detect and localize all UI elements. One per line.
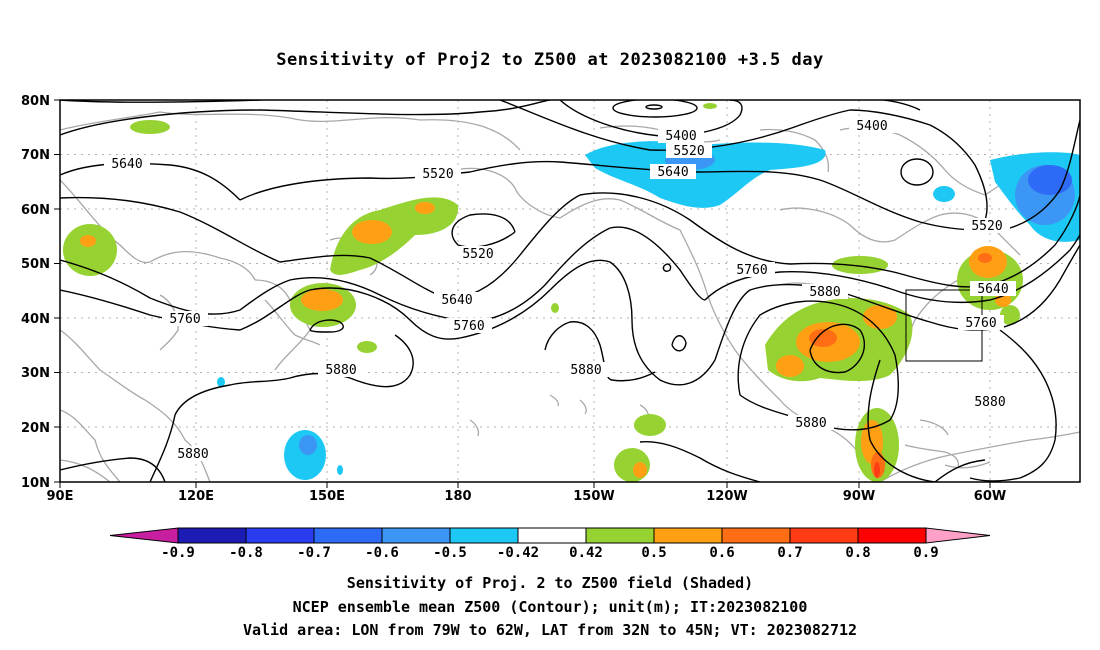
svg-text:5520: 5520: [971, 219, 1002, 234]
lat-tick-label: 20N: [21, 421, 50, 436]
colorbar-segment: [313, 527, 383, 544]
colorbar-segment: [245, 527, 315, 544]
lon-tick-label: 150W: [573, 489, 614, 504]
colorbar-label: -0.5: [433, 545, 467, 561]
contour-labels: 5400 5400 5520 5520 5520 5520 5640 5640 …: [104, 118, 1016, 462]
contour-label: 5880: [170, 446, 216, 462]
contour-label: 5760: [729, 262, 775, 278]
contour-label: 5400: [658, 128, 704, 144]
contour-label: 5760: [446, 318, 492, 334]
lon-tick-label: 150E: [309, 489, 345, 504]
colorbar-label: -0.42: [497, 545, 539, 561]
colorbar-label: -0.6: [365, 545, 399, 561]
contour-label: 5760: [162, 311, 208, 327]
map-title: Sensitivity of Proj2 to Z500 at 20230821…: [276, 50, 824, 70]
colorbar-segment: [789, 527, 859, 544]
colorbar-label: 0.42: [569, 545, 603, 561]
colorbar-label: 0.5: [641, 545, 666, 561]
colorbar: -0.9 -0.8 -0.7 -0.6 -0.5 -0.42 0.42 0.5 0.6 0.7 0.…: [109, 527, 991, 561]
lon-tick-label: 120E: [178, 489, 214, 504]
svg-text:5880: 5880: [809, 285, 840, 300]
colorbar-label: 0.8: [845, 545, 870, 561]
svg-text:5760: 5760: [169, 312, 200, 327]
lon-tick-label: 60W: [974, 489, 1006, 504]
contour-label: 5520: [415, 166, 461, 182]
svg-text:5640: 5640: [657, 165, 688, 180]
contour-label: 5880: [802, 284, 848, 300]
svg-text:5760: 5760: [736, 263, 767, 278]
lat-tick-label: 80N: [21, 94, 50, 109]
svg-text:5760: 5760: [965, 316, 996, 331]
contour-label: 5520: [455, 246, 501, 262]
contour-label: 5880: [788, 415, 834, 431]
colorbar-segment: [449, 527, 519, 544]
colorbar-low-extension: [109, 527, 179, 544]
colorbar-segment: [177, 527, 247, 544]
contour-label: 5640: [650, 164, 696, 180]
colorbar-high-extension: [925, 527, 991, 544]
latitude-axis: 80N 70N 60N 50N 40N 30N 20N 10N: [21, 94, 50, 491]
contour-label: 5880: [563, 362, 609, 378]
lon-tick-label: 180: [444, 489, 471, 504]
colorbar-label: -0.8: [229, 545, 263, 561]
colorbar-segment: [721, 527, 791, 544]
caption-line-3: Valid area: LON from 79W to 62W, LAT fro…: [242, 621, 858, 639]
lat-tick-label: 50N: [21, 257, 50, 272]
svg-text:5880: 5880: [177, 447, 208, 462]
svg-text:5880: 5880: [795, 416, 826, 431]
lat-tick-label: 60N: [21, 203, 50, 218]
contour-label: 5520: [964, 218, 1010, 234]
svg-text:5520: 5520: [673, 144, 704, 159]
lon-tick-label: 120W: [706, 489, 747, 504]
colorbar-segment: [381, 527, 451, 544]
lat-tick-label: 10N: [21, 476, 50, 491]
contour-label: 5640: [434, 292, 480, 308]
longitude-axis: 90E 120E 150E 180 150W 120W 90W 60W: [47, 489, 1007, 504]
colorbar-label: 0.7: [777, 545, 802, 561]
colorbar-label: -0.9: [161, 545, 195, 561]
colorbar-segment: [517, 527, 587, 544]
contour-label: 5760: [958, 315, 1004, 331]
svg-text:5880: 5880: [974, 395, 1005, 410]
svg-text:5760: 5760: [453, 319, 484, 334]
colorbar-label: -0.7: [297, 545, 331, 561]
colorbar-label: 0.6: [709, 545, 734, 561]
lat-tick-label: 40N: [21, 312, 50, 327]
contour-label: 5520: [666, 143, 712, 159]
contour-label: 5400: [849, 118, 895, 134]
colorbar-segment: [585, 527, 655, 544]
svg-text:5520: 5520: [462, 247, 493, 262]
plot-area: [60, 100, 1080, 482]
contour-label: 5640: [970, 281, 1016, 297]
svg-text:5640: 5640: [977, 282, 1008, 297]
positive-dark-orange: [809, 253, 992, 478]
contour-label: 5880: [318, 362, 364, 378]
z500-contours: [60, 100, 1080, 482]
lat-tick-label: 70N: [21, 148, 50, 163]
colorbar-label: 0.9: [913, 545, 938, 561]
caption-line-2: NCEP ensemble mean Z500 (Contour); unit(…: [292, 598, 808, 616]
lon-tick-label: 90W: [843, 489, 875, 504]
colorbar-segment: [653, 527, 723, 544]
contour-label: 5640: [104, 156, 150, 172]
positive-red: [874, 462, 880, 478]
svg-text:5640: 5640: [441, 293, 472, 308]
svg-text:5400: 5400: [856, 119, 887, 134]
svg-text:5640: 5640: [111, 157, 142, 172]
colorbar-segment: [857, 527, 927, 544]
contour-label: 5880: [967, 394, 1013, 410]
caption-line-1: Sensitivity of Proj. 2 to Z500 field (Sh…: [346, 574, 754, 592]
svg-text:5880: 5880: [570, 363, 601, 378]
svg-text:5400: 5400: [665, 129, 696, 144]
svg-text:5880: 5880: [325, 363, 356, 378]
negative-blue: [1028, 165, 1072, 195]
svg-text:5520: 5520: [422, 167, 453, 182]
lon-tick-label: 90E: [47, 489, 74, 504]
lat-tick-label: 30N: [21, 366, 50, 381]
